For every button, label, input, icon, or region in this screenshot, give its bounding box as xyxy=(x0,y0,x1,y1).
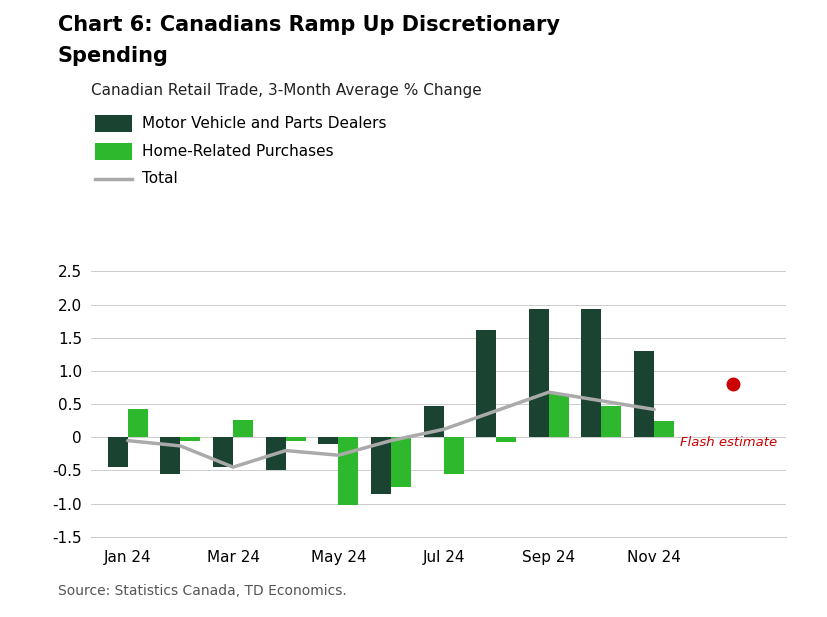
Text: Home-Related Purchases: Home-Related Purchases xyxy=(142,144,334,159)
Text: Canadian Retail Trade, 3-Month Average % Change: Canadian Retail Trade, 3-Month Average %… xyxy=(91,83,481,98)
Bar xyxy=(654,421,674,437)
Bar xyxy=(634,351,654,437)
Bar xyxy=(443,437,464,474)
Bar xyxy=(213,437,233,467)
Bar xyxy=(318,437,338,444)
Text: Source: Statistics Canada, TD Economics.: Source: Statistics Canada, TD Economics. xyxy=(58,584,347,598)
Text: Motor Vehicle and Parts Dealers: Motor Vehicle and Parts Dealers xyxy=(142,116,387,131)
Bar xyxy=(496,437,516,442)
Bar xyxy=(338,437,358,505)
Bar xyxy=(423,406,443,437)
Bar xyxy=(233,420,253,437)
Bar xyxy=(601,406,621,437)
Bar xyxy=(391,437,411,487)
Text: Total: Total xyxy=(142,172,178,186)
Bar xyxy=(160,437,180,474)
Bar xyxy=(549,394,569,437)
Bar xyxy=(180,437,200,441)
Bar xyxy=(581,309,601,437)
Bar xyxy=(128,409,148,437)
Bar xyxy=(371,437,391,494)
Bar xyxy=(528,309,549,437)
Bar xyxy=(108,437,128,467)
Bar xyxy=(285,437,306,441)
Bar xyxy=(476,330,496,437)
Text: Flash estimate: Flash estimate xyxy=(681,436,777,449)
Text: Spending: Spending xyxy=(58,46,169,66)
Bar xyxy=(265,437,285,470)
Text: Chart 6: Canadians Ramp Up Discretionary: Chart 6: Canadians Ramp Up Discretionary xyxy=(58,15,560,35)
